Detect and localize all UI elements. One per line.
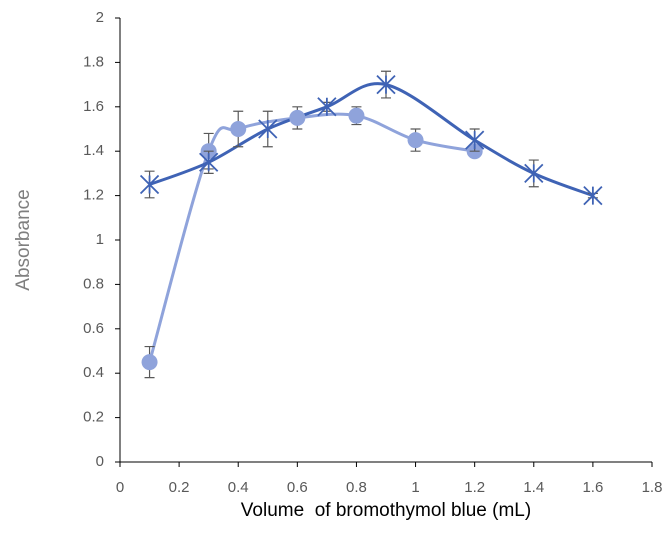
series-line: [149, 82, 594, 198]
x-tick-label: 1.6: [582, 479, 603, 496]
x-tick-label: 0.4: [228, 479, 249, 496]
y-tick-label: 0.8: [83, 275, 104, 292]
series-line: [148, 112, 475, 363]
data-point: [348, 107, 365, 124]
y-tick-label: 0.6: [83, 320, 104, 337]
data-point: [524, 163, 544, 184]
x-axis-title: Volume of bromothymol blue (mL): [241, 500, 531, 521]
data-point: [317, 97, 337, 117]
y-tick-label: 2: [96, 9, 104, 26]
x-tick-label: 0.2: [169, 479, 190, 496]
data-point: [258, 119, 278, 139]
x-tick-label: 1: [411, 479, 419, 496]
data-point: [465, 130, 485, 150]
data-point: [583, 185, 603, 206]
x-tick-label: 0: [116, 479, 124, 496]
data-point: [289, 109, 306, 126]
data-point: [141, 354, 158, 371]
data-point: [376, 74, 396, 95]
y-tick-label: 1.8: [83, 53, 104, 70]
y-axis-title: Absorbance: [13, 189, 34, 290]
data-point: [139, 174, 160, 195]
data-point: [230, 121, 247, 137]
x-tick-label: 0.8: [346, 479, 367, 496]
y-tick-label: 1.2: [83, 187, 104, 204]
y-tick-label: 1.6: [83, 98, 104, 115]
y-tick-label: 0.4: [83, 364, 104, 381]
x-tick-label: 0.6: [287, 479, 308, 496]
y-tick-label: 0: [96, 453, 104, 470]
y-tick-label: 1: [96, 231, 104, 248]
data-point: [199, 152, 219, 172]
x-tick-label: 1.8: [642, 479, 663, 496]
y-tick-label: 0.2: [83, 409, 104, 426]
data-point: [407, 132, 424, 149]
x-tick-label: 1.2: [464, 479, 485, 496]
x-tick-label: 1.4: [523, 479, 544, 496]
y-tick-label: 1.4: [83, 142, 104, 159]
